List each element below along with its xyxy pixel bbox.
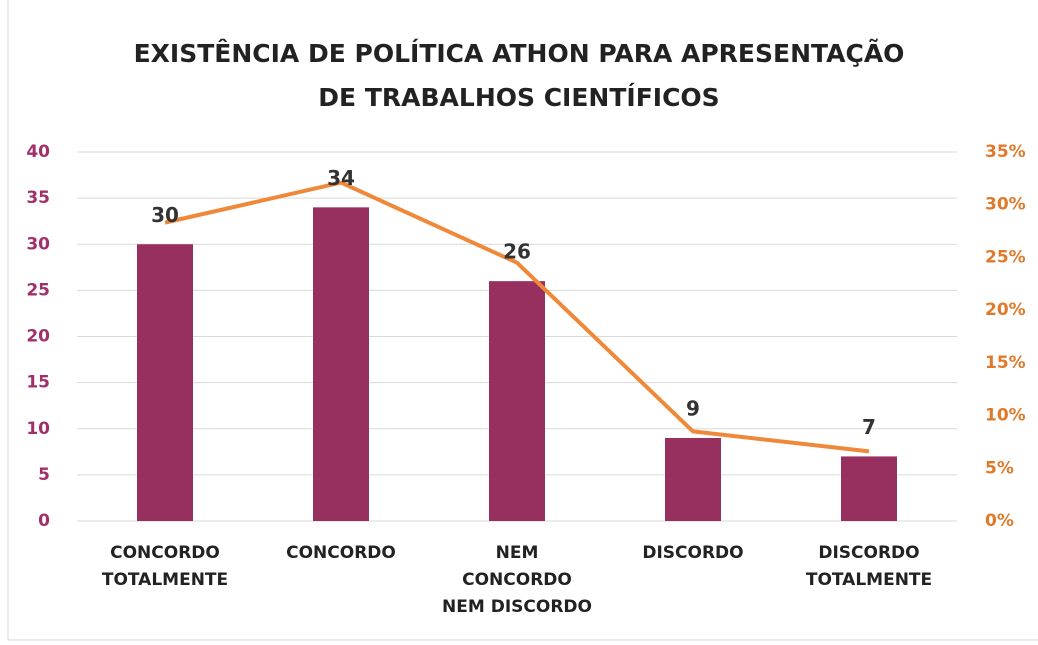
bar [665, 437, 721, 521]
y2-tick-label: 20% [985, 300, 1026, 320]
y-tick-label: 20 [26, 327, 50, 347]
x-tick-label: CONCORDO [286, 543, 396, 563]
y-tick-label: 10 [26, 419, 50, 439]
data-label: 30 [151, 203, 179, 227]
data-label: 34 [327, 166, 355, 190]
bar [313, 207, 369, 521]
y2-tick-label: 5% [985, 458, 1014, 478]
y2-tick-label: 15% [985, 353, 1026, 373]
y2-tick-label: 30% [985, 195, 1026, 215]
data-label: 7 [862, 415, 876, 439]
x-tick-label: DISCORDO [642, 543, 744, 563]
bar [137, 244, 193, 521]
y-tick-label: 40 [26, 142, 50, 162]
bar [841, 456, 897, 521]
y-tick-label: 0 [38, 511, 50, 531]
y2-tick-label: 0% [985, 511, 1014, 531]
bar [489, 281, 545, 521]
y2-tick-label: 10% [985, 406, 1026, 426]
chart-title: EXISTÊNCIA DE POLÍTICA ATHON PARA APRESE… [133, 39, 905, 112]
y-tick-label: 30 [26, 234, 50, 254]
data-label: 9 [686, 396, 700, 420]
line [164, 180, 870, 454]
y-tick-label: 25 [26, 280, 50, 300]
x-tick-label: CONCORDO TOTALMENTE [101, 543, 229, 590]
y-tick-label: 35 [26, 188, 50, 208]
x-tick-label: NEM CONCORDO NEM DISCORDO [442, 543, 592, 617]
x-tick-label: DISCORDO TOTALMENTE [805, 543, 933, 590]
y2-tick-label: 35% [985, 142, 1026, 162]
y-tick-label: 15 [26, 373, 50, 393]
y2-tick-label: 25% [985, 247, 1026, 267]
data-label: 26 [503, 240, 531, 264]
y-tick-label: 5 [38, 465, 50, 485]
